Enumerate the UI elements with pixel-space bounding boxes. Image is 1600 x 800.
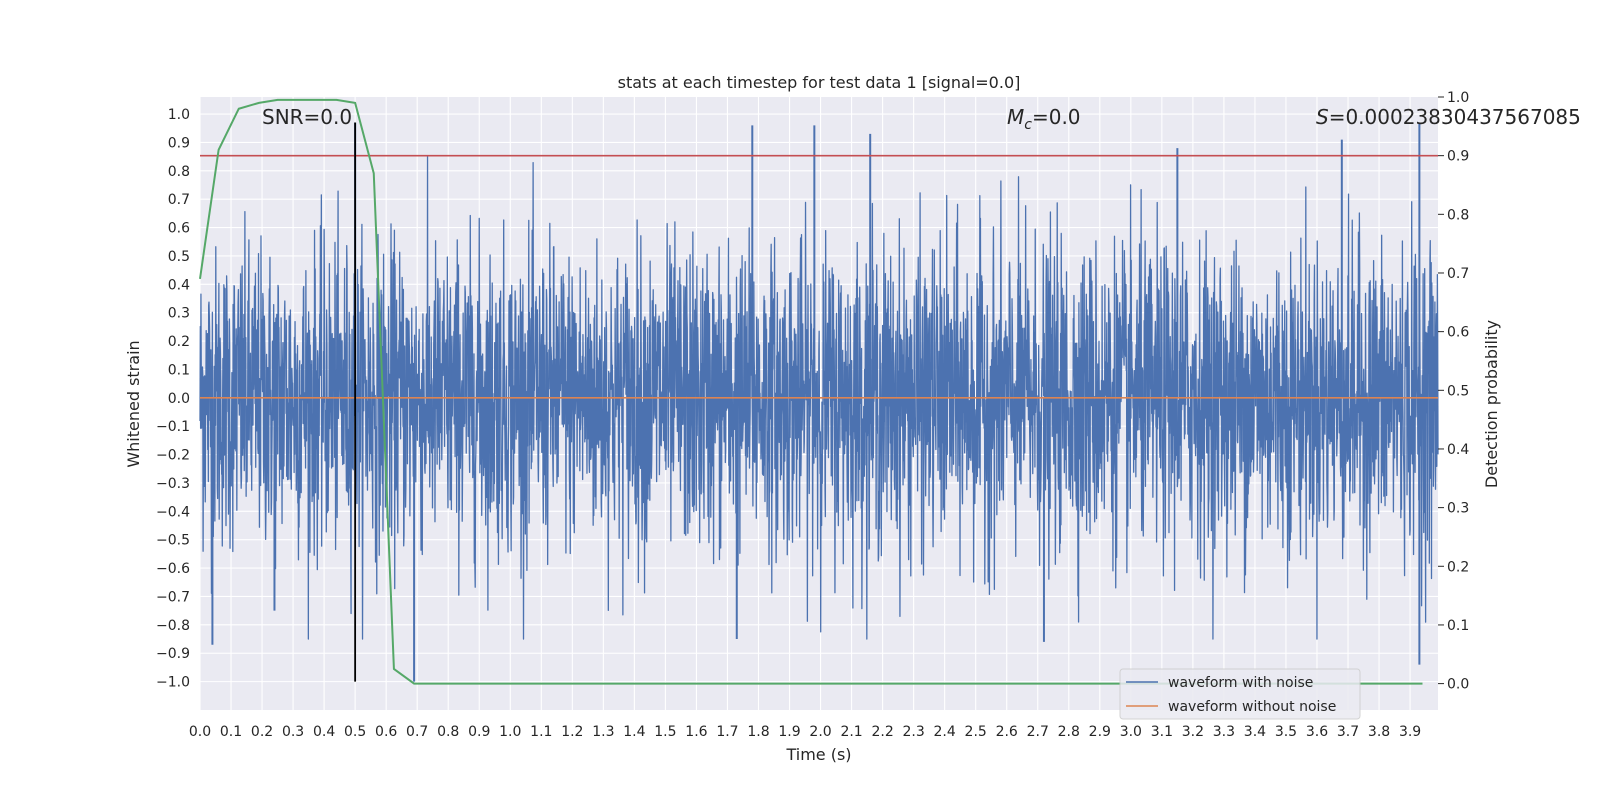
left-y-tick-label: −0.7 (156, 589, 190, 605)
left-y-tick-label: 0.9 (168, 135, 190, 151)
right-y-tick-label: 0.6 (1447, 325, 1469, 341)
right-y-tick-label: 0.3 (1447, 501, 1469, 517)
right-y-tick-label: 0.1 (1447, 618, 1469, 634)
s-symbol: S (1316, 105, 1329, 129)
x-tick-label: 3.7 (1337, 724, 1359, 740)
x-tick-label: 3.5 (1275, 724, 1297, 740)
left-y-tick-label: −0.9 (156, 646, 190, 662)
x-tick-label: 2.2 (871, 724, 893, 740)
left-y-tick-label: −0.3 (156, 476, 190, 492)
left-y-tick-label: −0.1 (156, 419, 190, 435)
left-y-tick-label: −0.6 (156, 561, 190, 577)
x-tick-label: 2.6 (996, 724, 1018, 740)
x-tick-label: 0.4 (313, 724, 335, 740)
x-tick-label: 2.4 (934, 724, 956, 740)
right-y-tick-label: 0.2 (1447, 559, 1469, 575)
x-tick-label: 3.6 (1306, 724, 1328, 740)
left-y-tick-label: 0.2 (168, 334, 190, 350)
x-tick-label: 2.1 (840, 724, 862, 740)
x-tick-label: 3.0 (1120, 724, 1142, 740)
x-tick-label: 3.1 (1151, 724, 1173, 740)
right-y-tick-label: 0.9 (1447, 149, 1469, 165)
x-tick-label: 2.7 (1027, 724, 1049, 740)
right-y-tick-label: 0.4 (1447, 442, 1469, 458)
x-tick-label: 2.3 (903, 724, 925, 740)
x-tick-label: 1.7 (716, 724, 738, 740)
x-tick-label: 3.3 (1213, 724, 1235, 740)
snr-annotation: SNR=0.0 (262, 105, 352, 129)
x-tick-label: 2.8 (1058, 724, 1080, 740)
left-y-tick-labels: 1.0 0.9 0.8 0.7 0.6 0.5 0.4 0.3 0.2 0.1 0.0 −0.1 −0.… (156, 107, 190, 691)
right-y-tick-label: 0.5 (1447, 383, 1469, 399)
x-tick-label: 0.3 (282, 724, 304, 740)
left-y-tick-label: 0.7 (168, 192, 190, 208)
right-y-tick-labels: 1.0 0.9 0.8 0.7 0.6 0.5 0.4 0.3 0.2 0.1 0.0 (1438, 90, 1469, 693)
x-tick-label: 0.5 (344, 724, 366, 740)
x-tick-label: 1.1 (530, 724, 552, 740)
chirp-mass-subscript: c (1024, 117, 1032, 133)
left-y-tick-label: 0.5 (168, 249, 190, 265)
x-axis-label: Time (s) (785, 745, 851, 764)
left-y-tick-label: 0.1 (168, 362, 190, 378)
left-y-tick-label: 0.4 (168, 277, 190, 293)
x-tick-label: 1.9 (778, 724, 800, 740)
legend-box (1119, 668, 1361, 720)
left-y-axis-label: Whitened strain (124, 340, 143, 467)
left-y-tick-label: 1.0 (168, 107, 190, 123)
left-y-tick-label: −1.0 (156, 675, 190, 691)
noise-trace (199, 155, 1439, 640)
legend: waveform with noise waveform without noi… (1119, 668, 1361, 720)
detection-probability-line (199, 98, 1423, 685)
x-tick-label: 1.4 (623, 724, 645, 740)
x-tick-label: 0.9 (468, 724, 490, 740)
x-tick-label: 0.2 (251, 724, 273, 740)
right-y-tick-label: 1.0 (1447, 90, 1469, 106)
right-y-axis-label: Detection probability (1482, 320, 1501, 488)
x-tick-label: 1.8 (747, 724, 769, 740)
x-tick-label: 1.3 (592, 724, 614, 740)
left-y-tick-label: −0.5 (156, 533, 190, 549)
chirp-mass-symbol: M (1007, 105, 1024, 129)
chirp-mass-annotation: Mc=0.0 (1007, 105, 1081, 133)
left-y-tick-label: 0.6 (168, 221, 190, 237)
x-tick-label: 3.9 (1399, 724, 1421, 740)
x-tick-label: 3.2 (1182, 724, 1204, 740)
legend-label-waveform-with-noise: waveform with noise (1168, 675, 1313, 691)
s-annotation: S=0.00023830437567085 (1316, 105, 1581, 129)
x-tick-label: 1.0 (499, 724, 521, 740)
x-tick-label: 3.4 (1244, 724, 1266, 740)
series-lines (199, 98, 1438, 685)
s-value: =0.00023830437567085 (1329, 105, 1581, 129)
left-y-tick-label: −0.8 (156, 618, 190, 634)
x-tick-label: 1.5 (654, 724, 676, 740)
left-y-tick-label: −0.2 (156, 448, 190, 464)
left-y-tick-label: 0.8 (168, 164, 190, 180)
chart-title: stats at each timestep for test data 1 [… (618, 73, 1021, 92)
x-tick-label: 2.0 (809, 724, 831, 740)
x-tick-label: 2.5 (965, 724, 987, 740)
left-y-tick-label: 0.0 (168, 391, 190, 407)
x-tick-label: 0.8 (437, 724, 459, 740)
x-tick-label: 3.8 (1368, 724, 1390, 740)
x-tick-label: 0.1 (220, 724, 242, 740)
chirp-mass-value: =0.0 (1032, 105, 1081, 129)
right-y-tick-label: 0.8 (1447, 207, 1469, 223)
x-tick-label: 2.9 (1089, 724, 1111, 740)
right-y-tick-label: 0.0 (1447, 677, 1469, 693)
x-tick-labels: 0.0 0.1 0.2 0.3 0.4 0.5 0.6 0.7 0.8 0.9 1.0 1.1 1.2 1… (189, 724, 1421, 740)
x-tick-label: 0.7 (406, 724, 428, 740)
left-y-tick-label: 0.3 (168, 306, 190, 322)
x-tick-label: 0.0 (189, 724, 211, 740)
x-tick-label: 0.6 (375, 724, 397, 740)
x-tick-label: 1.2 (561, 724, 583, 740)
x-tick-label: 1.6 (685, 724, 707, 740)
legend-label-waveform-without-noise: waveform without noise (1168, 699, 1336, 715)
left-y-tick-label: −0.4 (156, 504, 190, 520)
right-y-tick-label: 0.7 (1447, 266, 1469, 282)
